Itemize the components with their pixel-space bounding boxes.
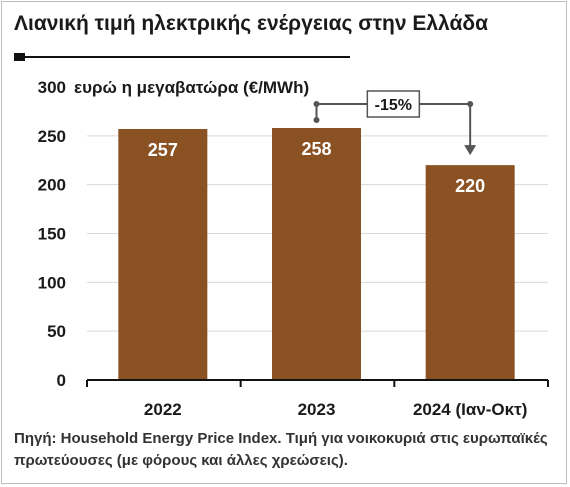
annotation-label: -15% <box>375 97 412 114</box>
bars: 257 258 220 <box>118 128 515 380</box>
x-axis-categories: 2022 2023 2024 (Ιαν-Οκτ) <box>86 380 549 419</box>
y-axis-unit-label: ευρώ η μεγαβατώρα (€/MWh) <box>74 78 309 97</box>
y-tick-label: 0 <box>57 371 66 390</box>
source-note: Πηγή: Household Energy Price Index. Τιμή… <box>14 430 548 469</box>
annotation-box <box>366 90 421 118</box>
title-underline <box>14 56 350 58</box>
annotation-dot <box>313 117 320 124</box>
bar <box>425 165 515 380</box>
y-axis-ticks: 0 50 100 150 200 250 300 <box>38 78 66 390</box>
y-tick-label: 250 <box>38 127 66 146</box>
y-tick-label: 50 <box>47 322 66 341</box>
title-underline-cap <box>14 53 25 61</box>
y-tick-label: 200 <box>38 176 66 195</box>
change-annotation: -15% <box>313 90 477 156</box>
bar <box>272 128 361 380</box>
annotation-arrowhead <box>464 145 477 156</box>
bar-value-label: 220 <box>455 176 485 196</box>
chart-title: Λιανική τιμή ηλεκτρικής ενέργειας στην Ε… <box>14 12 489 35</box>
bar <box>118 128 208 380</box>
bar-value-label: 258 <box>301 139 331 159</box>
x-category-label: 2022 <box>144 400 182 419</box>
bar-chart: 0 50 100 150 200 250 300 ευρώ η μεγαβατώρα (€/… <box>38 78 549 419</box>
x-category-label: 2023 <box>298 400 336 419</box>
y-tick-label: 100 <box>38 273 66 292</box>
x-category-label: 2024 (Ιαν-Οκτ) <box>413 400 527 419</box>
y-tick-label: 150 <box>38 225 66 244</box>
bar-value-label: 257 <box>148 140 178 160</box>
y-tick-label: 300 <box>38 78 66 97</box>
